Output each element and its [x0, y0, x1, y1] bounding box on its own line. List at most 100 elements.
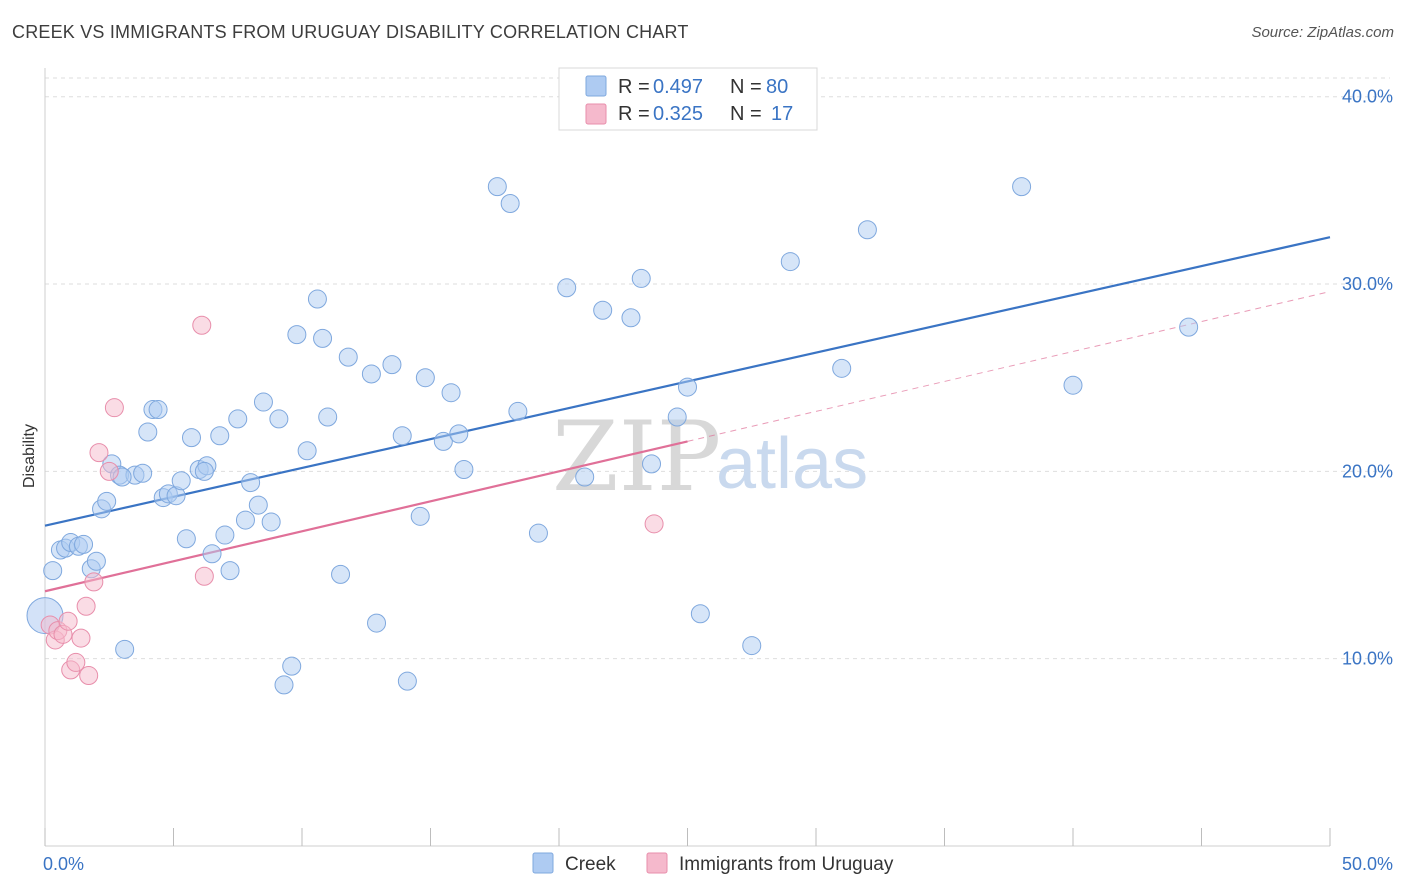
legend-n-value-creek: 80: [766, 76, 788, 98]
creek-point: [215, 525, 235, 545]
uruguay-point: [66, 652, 86, 672]
data-points: [26, 177, 1199, 695]
watermark-atlas: atlas: [716, 424, 868, 504]
creek-point: [575, 467, 595, 487]
creek-point: [210, 426, 230, 446]
creek-point: [86, 551, 106, 571]
axes: [44, 68, 1331, 847]
creek-point: [832, 358, 852, 378]
creek-point: [43, 561, 63, 581]
creek-point: [621, 308, 641, 328]
y-tick-labels: 10.0% 20.0% 30.0% 40.0%: [1342, 87, 1393, 669]
creek-point: [500, 194, 520, 214]
creek-point: [138, 422, 158, 442]
creek-point: [410, 506, 430, 526]
creek-point: [171, 471, 191, 491]
creek-point: [454, 459, 474, 479]
creek-point: [253, 392, 273, 412]
creek-point: [269, 409, 289, 429]
creek-point: [338, 347, 358, 367]
creek-point: [331, 564, 351, 584]
top-legend: R = 0.497 N = 80 R = 0.325 N = 17: [558, 67, 818, 131]
creek-point: [508, 401, 528, 421]
creek-point: [678, 377, 697, 397]
chart-source: Source: ZipAtlas.com: [1251, 24, 1394, 41]
creek-point: [97, 491, 117, 511]
creek-point: [235, 510, 255, 530]
creek-point: [433, 431, 453, 451]
uruguay-point: [99, 461, 119, 481]
x-tick-label: 50.0%: [1342, 854, 1393, 874]
creek-point: [392, 426, 412, 446]
creek-point: [181, 428, 201, 448]
legend-n-label-creek: N =: [730, 76, 762, 98]
creek-point: [367, 613, 387, 633]
creek-point: [287, 325, 307, 345]
creek-point: [176, 529, 196, 549]
uruguay-point: [89, 443, 109, 463]
creek-point: [397, 671, 417, 691]
x-tick-label: 0.0%: [43, 854, 84, 874]
creek-point: [115, 639, 135, 659]
creek-point: [133, 463, 153, 483]
creek-point: [415, 368, 435, 388]
creek-point: [307, 289, 327, 309]
uruguay-point: [76, 596, 96, 616]
creek-point: [361, 364, 381, 384]
creek-point: [1063, 375, 1083, 395]
creek-point: [74, 534, 94, 554]
creek-point: [261, 512, 281, 532]
creek-point: [202, 544, 222, 564]
creek-point: [228, 409, 248, 429]
creek-point: [667, 407, 687, 427]
creek-point: [382, 355, 402, 375]
creek-point: [528, 523, 548, 543]
x-tick-labels: 0.0% 50.0%: [43, 854, 1393, 874]
creek-point: [241, 473, 261, 493]
watermark: ZIP atlas: [552, 401, 868, 513]
legend-creek-swatch: [585, 75, 607, 97]
creek-point: [742, 636, 762, 656]
bottom-legend-uruguay-swatch: [646, 852, 668, 874]
legend-uruguay-swatch: [585, 103, 607, 125]
y-tick-label: 40.0%: [1342, 87, 1393, 107]
uruguay-trend-extension: [687, 291, 1331, 442]
uruguay-point: [104, 398, 124, 418]
creek-point: [449, 424, 469, 444]
creek-point: [857, 220, 877, 240]
creek-point: [194, 461, 214, 481]
creek-point: [1179, 317, 1199, 337]
creek-point: [642, 454, 662, 474]
creek-point: [593, 300, 613, 320]
uruguay-point: [79, 666, 99, 686]
creek-point: [557, 278, 577, 298]
legend-r-value-uruguay: 0.325: [653, 103, 703, 125]
y-axis-title: Disability: [21, 424, 38, 488]
creek-point: [282, 656, 302, 676]
uruguay-point: [192, 315, 212, 335]
bottom-legend-creek-label: Creek: [565, 854, 616, 875]
y-tick-label: 10.0%: [1342, 649, 1393, 669]
creek-point: [297, 441, 317, 461]
creek-point: [248, 495, 268, 515]
chart-title: CREEK VS IMMIGRANTS FROM URUGUAY DISABIL…: [12, 22, 689, 42]
creek-point: [148, 400, 168, 420]
creek-point: [690, 604, 710, 624]
uruguay-trend-line: [44, 440, 688, 593]
creek-point: [441, 383, 461, 403]
y-tick-label: 30.0%: [1342, 274, 1393, 294]
legend-n-label-uruguay: N =: [730, 103, 762, 125]
legend-n-value-uruguay: 17: [771, 103, 793, 125]
creek-point: [274, 675, 294, 695]
uruguay-point: [58, 611, 78, 631]
uruguay-point: [194, 566, 214, 586]
y-tick-label: 20.0%: [1342, 461, 1393, 481]
creek-point: [780, 252, 800, 272]
creek-point: [1012, 177, 1032, 197]
grid-lines: [45, 77, 1390, 660]
bottom-legend-creek-swatch: [532, 852, 554, 874]
legend-r-label-uruguay: R =: [618, 103, 650, 125]
bottom-legend-uruguay-label: Immigrants from Uruguay: [679, 854, 894, 875]
creek-point: [220, 561, 240, 581]
